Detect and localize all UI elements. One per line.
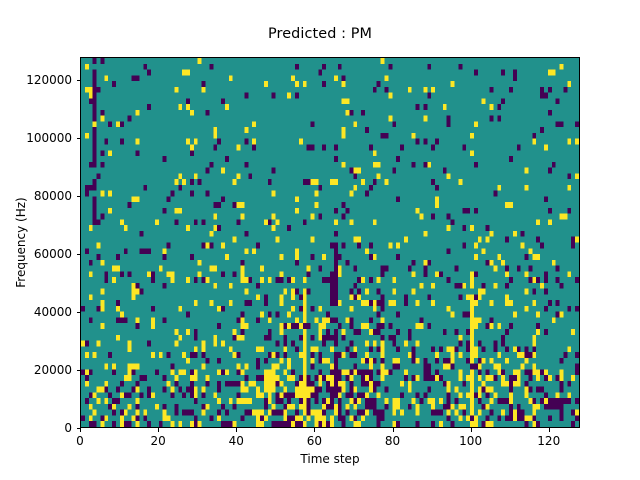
x-tick-label: 40 <box>228 434 244 448</box>
y-tick-label: 120000 <box>26 73 72 88</box>
y-tick-mark <box>76 312 80 314</box>
y-tick-mark <box>76 428 80 429</box>
y-tick-mark <box>76 254 80 256</box>
heatmap-image <box>81 58 579 427</box>
x-tick-mark <box>80 428 81 432</box>
x-axis-label: Time step <box>300 452 360 466</box>
x-tick-label: 120 <box>537 434 561 448</box>
y-tick-label: 60000 <box>33 247 72 262</box>
y-tick-mark <box>76 370 80 372</box>
x-tick-mark <box>236 428 238 432</box>
x-tick-mark <box>314 428 316 432</box>
x-tick-label: 20 <box>150 434 166 448</box>
x-tick-label: 80 <box>384 434 401 448</box>
x-tick-mark <box>470 428 472 432</box>
x-tick-label: 100 <box>459 434 483 448</box>
y-tick-label: 0 <box>64 421 72 435</box>
y-tick-mark <box>76 138 80 140</box>
y-tick-label: 20000 <box>33 363 72 378</box>
y-axis-label: Frequency (Hz) <box>14 197 28 288</box>
y-tick-label: 100000 <box>26 131 72 146</box>
x-tick-label: 60 <box>306 434 323 448</box>
y-tick-label: 80000 <box>33 189 72 204</box>
x-tick-mark <box>392 428 394 432</box>
y-tick-mark <box>76 196 80 198</box>
x-tick-mark <box>158 428 160 432</box>
y-tick-label: 40000 <box>33 305 72 320</box>
heatmap-axes <box>80 57 580 428</box>
x-tick-mark <box>548 428 550 432</box>
x-tick-label: 0 <box>76 434 84 448</box>
y-tick-mark <box>76 80 80 82</box>
chart-title: Predicted : PM <box>267 26 373 42</box>
